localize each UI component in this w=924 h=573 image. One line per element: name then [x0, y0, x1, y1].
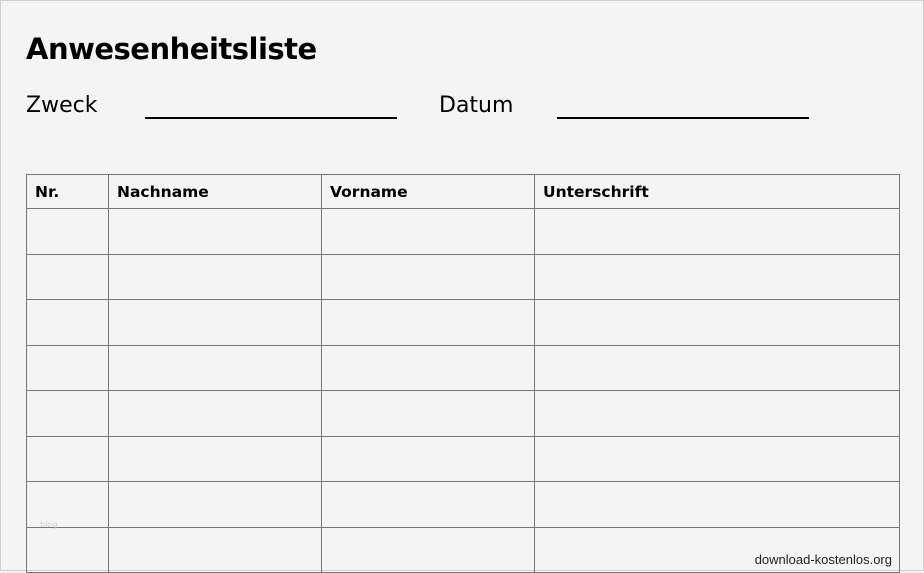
nachname-cell[interactable] — [108, 253, 322, 300]
table-row — [26, 435, 900, 482]
nr-cell[interactable] — [26, 481, 109, 528]
unterschrift-cell[interactable] — [534, 208, 900, 255]
vorname-cell[interactable] — [321, 208, 535, 255]
unterschrift-cell[interactable] — [534, 299, 900, 346]
nr-cell[interactable] — [26, 208, 109, 255]
vorname-cell[interactable] — [321, 481, 535, 528]
page-title: Anwesenheitsliste — [26, 32, 317, 66]
attendance-table: Nr. Nachname Vorname Unterschrift — [26, 174, 900, 573]
nachname-cell[interactable] — [108, 299, 322, 346]
unterschrift-cell[interactable] — [534, 344, 900, 391]
vorname-cell[interactable] — [321, 253, 535, 300]
vorname-cell[interactable] — [321, 435, 535, 482]
nr-cell[interactable] — [26, 526, 109, 573]
table-row — [26, 253, 900, 300]
date-blank-line[interactable] — [557, 117, 809, 119]
purpose-blank-line[interactable] — [145, 117, 397, 119]
date-label: Datum — [439, 93, 514, 118]
unterschrift-cell[interactable] — [534, 481, 900, 528]
header-nachname: Nachname — [108, 174, 322, 209]
watermark: blog — [40, 520, 58, 529]
nr-cell[interactable] — [26, 299, 109, 346]
header-vorname: Vorname — [321, 174, 535, 209]
table-row — [26, 344, 900, 391]
nachname-cell[interactable] — [108, 344, 322, 391]
vorname-cell[interactable] — [321, 390, 535, 437]
header-unterschrift: Unterschrift — [534, 174, 900, 209]
nachname-cell[interactable] — [108, 526, 322, 573]
vorname-cell[interactable] — [321, 344, 535, 391]
unterschrift-cell[interactable] — [534, 526, 900, 573]
unterschrift-cell[interactable] — [534, 390, 900, 437]
unterschrift-cell[interactable] — [534, 253, 900, 300]
table-row — [26, 390, 900, 437]
vorname-cell[interactable] — [321, 526, 535, 573]
nachname-cell[interactable] — [108, 390, 322, 437]
source-credit: download-kostenlos.org — [754, 552, 892, 567]
header-nr: Nr. — [26, 174, 109, 209]
nachname-cell[interactable] — [108, 208, 322, 255]
purpose-label: Zweck — [26, 93, 98, 118]
nachname-cell[interactable] — [108, 481, 322, 528]
table-row — [26, 208, 900, 255]
table-header-row: Nr. Nachname Vorname Unterschrift — [26, 174, 900, 209]
nr-cell[interactable] — [26, 253, 109, 300]
table-row — [26, 526, 900, 573]
nr-cell[interactable] — [26, 390, 109, 437]
vorname-cell[interactable] — [321, 299, 535, 346]
table-row — [26, 481, 900, 528]
nr-cell[interactable] — [26, 435, 109, 482]
table-row — [26, 299, 900, 346]
unterschrift-cell[interactable] — [534, 435, 900, 482]
nachname-cell[interactable] — [108, 435, 322, 482]
nr-cell[interactable] — [26, 344, 109, 391]
